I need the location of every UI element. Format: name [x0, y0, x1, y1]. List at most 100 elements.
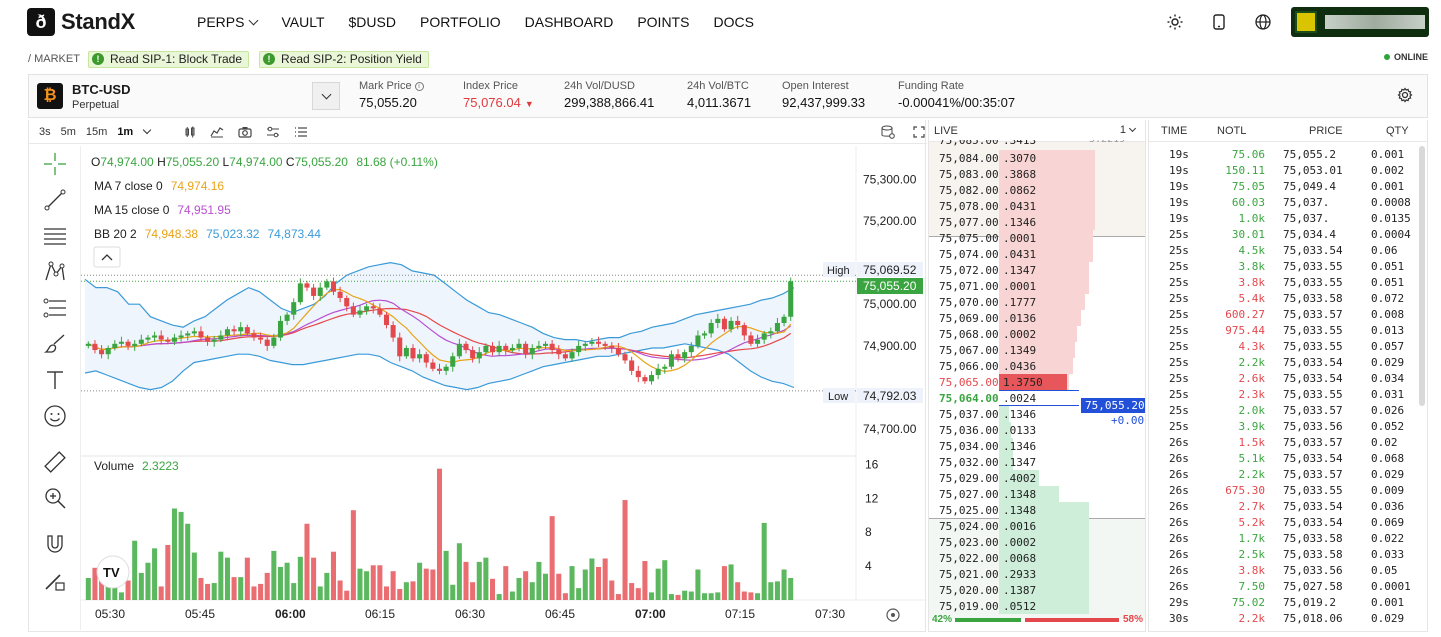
- chart-canvas[interactable]: O74,974.00 H75,055.20 L74,974.00 C75,055…: [29, 120, 927, 632]
- volume-bar: [443, 550, 449, 600]
- fullscreen-button[interactable]: [913, 125, 925, 138]
- screenshot-button[interactable]: [238, 126, 252, 138]
- mobile-app-button[interactable]: [1203, 6, 1235, 38]
- orderbook-row-bid[interactable]: 75,022.00 .0068: [929, 550, 1145, 566]
- magnet-tool[interactable]: [29, 526, 81, 562]
- orderbook-row-bid[interactable]: 75,037.00 .1346: [929, 406, 1145, 422]
- orderbook-row-bid[interactable]: 75,019.00 .0512: [929, 598, 1145, 614]
- wallet-button[interactable]: [1291, 7, 1429, 37]
- timeframe-3s[interactable]: 3s: [39, 125, 51, 138]
- trade-time: 19s: [1169, 148, 1189, 161]
- candle-type-button[interactable]: [184, 126, 196, 138]
- orderbook-size: .1349: [1003, 344, 1037, 357]
- orderbook-row-ask[interactable]: 75,071.00 .0001: [929, 278, 1145, 294]
- orderbook-row-ask[interactable]: 75,067.00 .1349: [929, 342, 1145, 358]
- pattern-tool[interactable]: [29, 254, 81, 290]
- orderbook-row-ask[interactable]: 75,078.00 .0431: [929, 198, 1145, 214]
- lock-drawing-tool[interactable]: [29, 562, 81, 598]
- language-button[interactable]: [1247, 6, 1279, 38]
- orderbook-row-ask[interactable]: 75,074.00 .0431: [929, 246, 1145, 262]
- orderbook-row-bid[interactable]: 75,025.00 .1348: [929, 502, 1145, 518]
- collapse-legend-button[interactable]: [93, 246, 121, 268]
- tradingview-logo[interactable]: TV: [96, 555, 130, 589]
- nav-link-perps[interactable]: PERPS: [185, 0, 269, 44]
- sip2-link[interactable]: ! Read SIP-2: Position Yield: [259, 50, 429, 68]
- orderbook-row-ask[interactable]: 75,070.00 .1777: [929, 294, 1145, 310]
- crosshair-tool[interactable]: [29, 146, 81, 182]
- orderbook-row-bid[interactable]: 75,032.00 .1347: [929, 454, 1145, 470]
- orderbook-row-ask[interactable]: 75,082.00 .0862: [929, 182, 1145, 198]
- low-tag-bg: [823, 388, 855, 403]
- orderbook-grouping-select[interactable]: 1: [1120, 124, 1137, 136]
- orderbook-size: .3868: [1003, 168, 1037, 181]
- orderbook-row-best-bid[interactable]: 75,064.00 .0024: [929, 390, 1145, 406]
- ruler-tool[interactable]: [29, 444, 81, 480]
- orderbook-row-ask[interactable]: 75,069.00 .0136: [929, 310, 1145, 326]
- orderbook-row-ask[interactable]: 75,083.00 .3868: [929, 166, 1145, 182]
- nav-link-dusd[interactable]: $DUSD: [337, 0, 408, 44]
- candle-body: [629, 360, 635, 371]
- candle-body: [695, 335, 701, 346]
- stat-value-text: 299,388,866.41: [564, 95, 655, 110]
- ohlc-o: 74,974.00: [100, 155, 154, 169]
- layout-button[interactable]: [881, 125, 895, 139]
- orderbook-row-ask[interactable]: 75,072.00 .1347: [929, 262, 1145, 278]
- projection-tool[interactable]: [29, 290, 81, 326]
- info-circle-icon[interactable]: i: [414, 81, 424, 91]
- nav-link-docs[interactable]: DOCS: [701, 0, 765, 44]
- nav-link-portfolio[interactable]: PORTFOLIO: [408, 0, 513, 44]
- orderbook-row-ask[interactable]: 75,066.00 .0436: [929, 358, 1145, 374]
- candle: [370, 302, 376, 314]
- pattern-icon: [45, 261, 65, 281]
- nav-link-vault[interactable]: VAULT: [269, 0, 336, 44]
- emoji-tool[interactable]: [29, 398, 81, 434]
- nav-link-dashboard[interactable]: DASHBOARD: [513, 0, 626, 44]
- zoom-tool[interactable]: [29, 480, 81, 516]
- orderbook-row-ask[interactable]: 75,084.00 .3070: [929, 150, 1145, 166]
- theme-toggle-button[interactable]: [1159, 6, 1191, 38]
- nav-link-points[interactable]: POINTS: [625, 0, 701, 44]
- trade-price: 75,033.55: [1283, 484, 1343, 497]
- volume-bar: [569, 566, 575, 600]
- chart-settings-button[interactable]: [266, 126, 280, 138]
- orderbook-row-bid[interactable]: 75,036.00 .0133: [929, 422, 1145, 438]
- fib-tool[interactable]: [29, 218, 81, 254]
- orderbook-row-bid[interactable]: 75,027.00 .1348: [929, 486, 1145, 502]
- trade-notional: 2.0k: [1238, 404, 1266, 417]
- timeframe-15m[interactable]: 15m: [85, 125, 108, 138]
- ma15-value: 74,951.95: [177, 203, 231, 217]
- pair-dropdown-button[interactable]: [312, 82, 340, 110]
- volume-bar: [761, 522, 767, 600]
- sip1-link[interactable]: ! Read SIP-1: Block Trade: [87, 50, 250, 68]
- text-tool[interactable]: [29, 362, 81, 398]
- orderbook-row-bid[interactable]: 75,034.00 .1346: [929, 438, 1145, 454]
- volume-bar: [688, 591, 694, 600]
- stat-label: Open Interest: [782, 80, 865, 92]
- depth-bar: [999, 150, 1095, 166]
- logo[interactable]: ð StandX: [27, 8, 135, 36]
- trade-row: 25s 600.27 75,033.57 0.008: [1149, 306, 1427, 322]
- orderbook-row-ask[interactable]: 75,077.00 .1346: [929, 214, 1145, 230]
- indicators-button[interactable]: [210, 126, 224, 138]
- orderbook-row-ask[interactable]: 75,075.00 .0001: [929, 230, 1145, 246]
- trades-scrollbar[interactable]: [1419, 146, 1425, 406]
- brush-tool[interactable]: [29, 326, 81, 362]
- orderbook-row-bid[interactable]: 75,023.00 .0002: [929, 534, 1145, 550]
- orderbook-row-ask[interactable]: 75,068.00 .0002: [929, 326, 1145, 342]
- timeframe-1m[interactable]: 1m: [117, 125, 134, 138]
- volume-bar: [211, 583, 217, 600]
- orderbook-row-bid[interactable]: 75,021.00 .2933: [929, 566, 1145, 582]
- brush-icon: [43, 334, 65, 353]
- trendline-tool[interactable]: [29, 182, 81, 218]
- chart-list-button[interactable]: [294, 126, 308, 138]
- orderbook-row-bid[interactable]: 75,020.00 .1387: [929, 582, 1145, 598]
- volume-bar: [463, 561, 469, 600]
- orderbook-row-bid[interactable]: 75,024.00 .0016: [929, 518, 1145, 534]
- timeframe-5m[interactable]: 5m: [60, 125, 76, 138]
- time-axis-settings-button[interactable]: [886, 608, 900, 622]
- volume-bar: [695, 569, 701, 600]
- settings-button[interactable]: [1397, 87, 1413, 106]
- trade-qty: 0.001: [1371, 596, 1405, 609]
- orderbook-row-ask[interactable]: 75,065.00 1.3750: [929, 374, 1145, 390]
- orderbook-row-bid[interactable]: 75,029.00 .4002: [929, 470, 1145, 486]
